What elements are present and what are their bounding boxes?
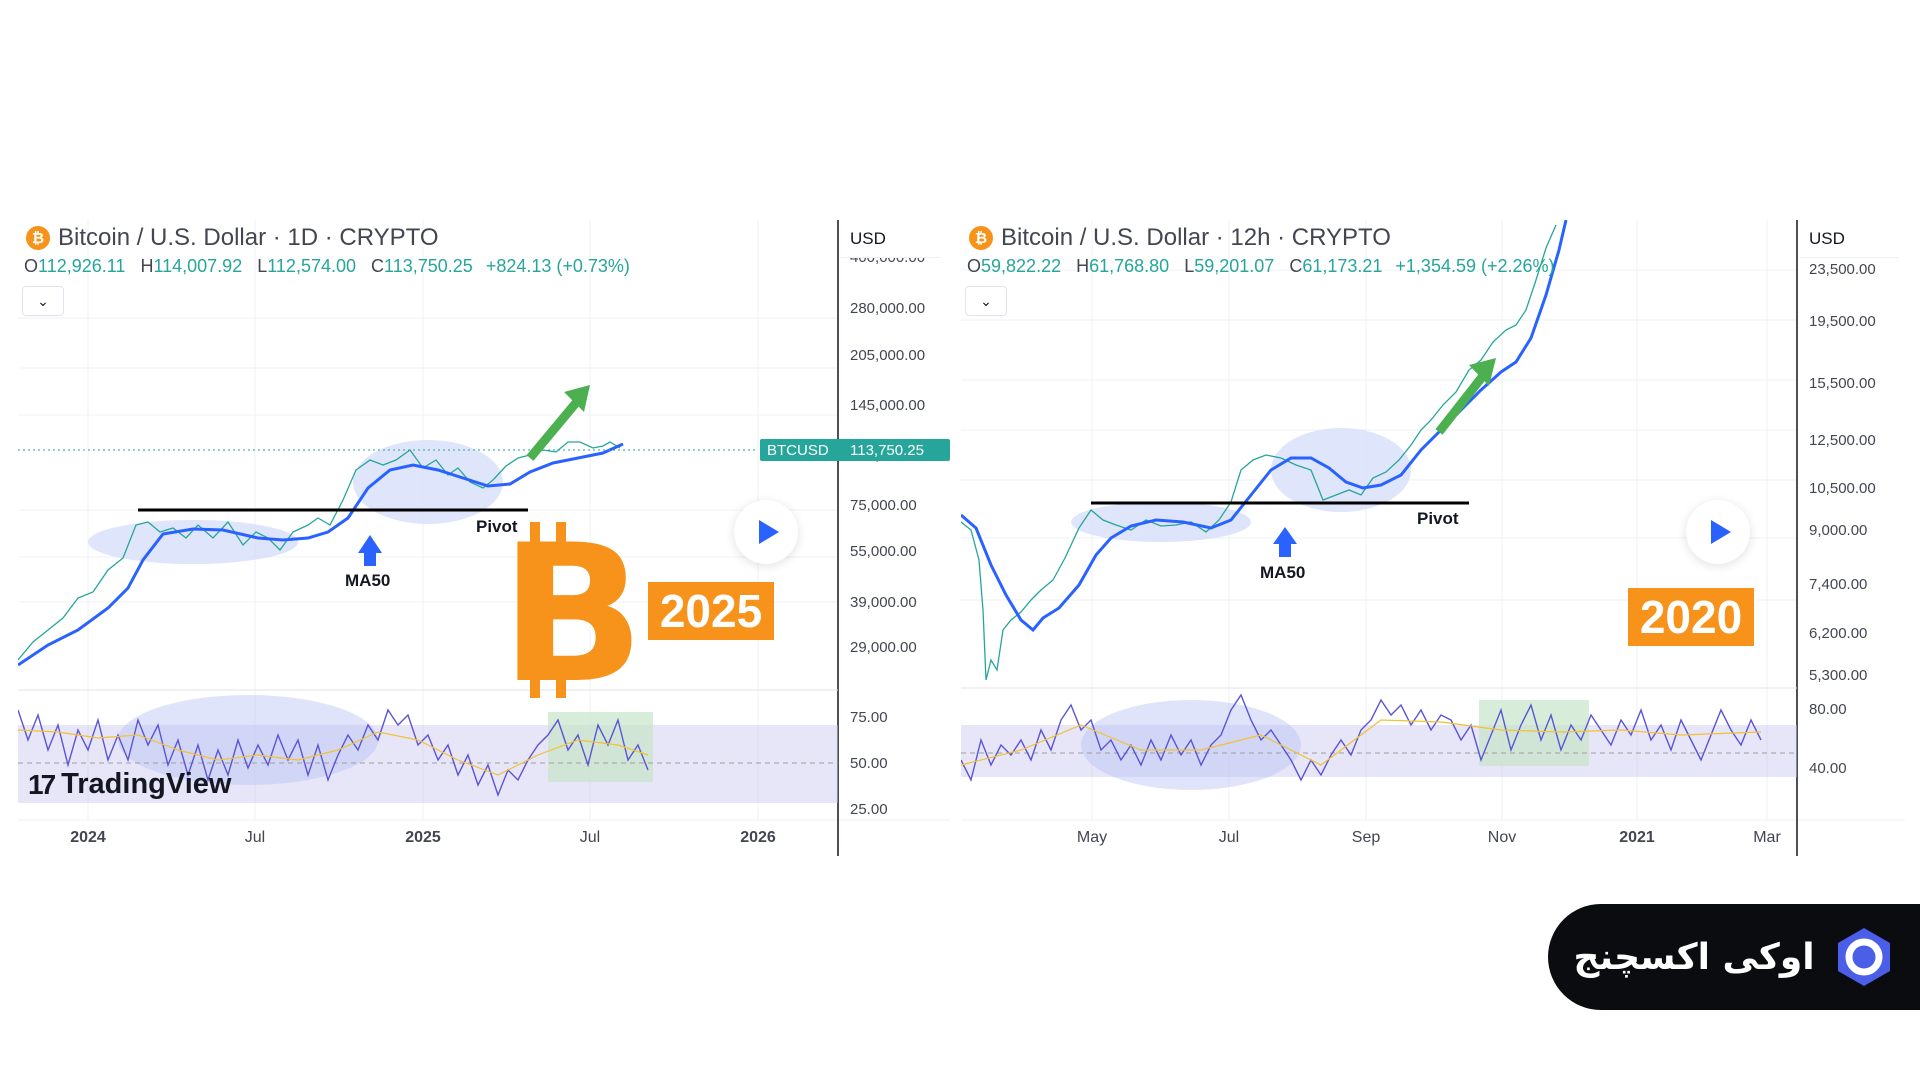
price-tick: 75,000.00: [850, 497, 917, 514]
symbol-header[interactable]: ₿ Bitcoin / U.S. Dollar · 12h · CRYPTO: [969, 224, 1391, 252]
price-tag-value: 113,750.25: [850, 442, 924, 459]
time-tick: May: [1077, 829, 1107, 846]
price-tick: 205,000.00: [850, 347, 925, 364]
time-axis: May Jul Sep Nov 2021 Mar: [1077, 829, 1782, 846]
chart-canvas-left: 400,000.00 280,000.00 205,000.00 145,000…: [18, 220, 950, 856]
ma50-arrow: [358, 535, 382, 566]
price-tick: 145,000.00: [850, 397, 925, 414]
tradingview-wordmark: TradingView: [61, 768, 232, 800]
rsi-tick: 40.00: [1809, 760, 1847, 777]
symbol-title: Bitcoin / U.S. Dollar · 12h · CRYPTO: [1001, 224, 1391, 251]
time-tick: Jul: [1219, 829, 1239, 846]
collapse-legend-button[interactable]: ⌄: [965, 286, 1007, 316]
tradingview-mark-icon: 17: [28, 768, 56, 800]
time-axis: 2024 Jul 2025 Jul 2026: [70, 829, 776, 846]
time-tick: 2021: [1619, 829, 1655, 846]
price-tick: 280,000.00: [850, 300, 925, 317]
ma50-label: MA50: [345, 571, 390, 590]
price-tick: 5,300.00: [1809, 667, 1867, 684]
price-tick: 15,500.00: [1809, 375, 1876, 392]
currency-label[interactable]: USD: [840, 220, 940, 258]
play-button[interactable]: [1686, 500, 1750, 564]
price-tick: 7,400.00: [1809, 576, 1867, 593]
price-tag-symbol: BTCUSD: [767, 442, 829, 459]
price-axis: 23,500.00 19,500.00 15,500.00 12,500.00 …: [1809, 261, 1876, 777]
price-axis: 400,000.00 280,000.00 205,000.00 145,000…: [850, 249, 925, 818]
time-tick: Jul: [245, 829, 265, 846]
currency-label[interactable]: USD: [1799, 220, 1899, 258]
price-tick: 19,500.00: [1809, 313, 1876, 330]
time-tick: Mar: [1753, 829, 1781, 846]
chart-panel-2020: 23,500.00 19,500.00 15,500.00 12,500.00 …: [961, 220, 1905, 860]
bitcoin-badge-icon: ₿: [969, 226, 993, 250]
rsi-shadow: [1081, 700, 1301, 790]
rsi-tick: 75.00: [850, 709, 888, 726]
play-icon: [1711, 520, 1731, 544]
ma50-line: [18, 442, 624, 667]
okexchange-logo-icon: [1837, 928, 1890, 986]
symbol-header[interactable]: ₿ Bitcoin / U.S. Dollar · 1D · CRYPTO: [26, 224, 439, 252]
pivot-label: Pivot: [1417, 509, 1459, 528]
ohlc-values: O59,822.22 H61,768.80 L59,201.07 C61,173…: [967, 256, 1555, 276]
chevron-down-icon: ⌄: [980, 292, 992, 309]
time-tick: Sep: [1352, 829, 1381, 846]
ohlc-values: O112,926.11 H114,007.92 L112,574.00 C113…: [24, 256, 630, 276]
play-icon: [759, 520, 779, 544]
price-tick: 55,000.00: [850, 543, 917, 560]
change-value: +1,354.59 (+2.26%): [1395, 256, 1555, 276]
rsi-ma: [18, 729, 649, 776]
change-value: +824.13 (+0.73%): [485, 256, 630, 276]
bitcoin-badge-icon: ₿: [26, 226, 50, 250]
time-tick: 2026: [740, 829, 776, 846]
ma-highlight: [1071, 428, 1411, 542]
time-tick: 2024: [70, 829, 106, 846]
rsi-ma: [961, 719, 1762, 766]
price-tick: 29,000.00: [850, 639, 917, 656]
rsi-highlight: [1479, 700, 1589, 766]
price-tick: 10,500.00: [1809, 480, 1876, 497]
ma50-label: MA50: [1260, 563, 1305, 582]
play-button[interactable]: [734, 500, 798, 564]
time-tick: Jul: [580, 829, 600, 846]
rsi-highlight: [548, 712, 653, 782]
brand-badge[interactable]: اوکی اکسچنج: [1548, 904, 1920, 1010]
year-badge: 2020: [1628, 588, 1754, 646]
rsi-tick: 25.00: [850, 801, 888, 818]
price-tick: 39,000.00: [850, 594, 917, 611]
bullish-arrow: [526, 385, 590, 461]
rsi-band: [18, 725, 838, 803]
time-tick: 2025: [405, 829, 441, 846]
price-tick: 12,500.00: [1809, 432, 1876, 449]
brand-name: اوکی اکسچنج: [1573, 936, 1815, 978]
chart-canvas-right: 23,500.00 19,500.00 15,500.00 12,500.00 …: [961, 220, 1905, 856]
rsi-tick: 50.00: [850, 755, 888, 772]
bullish-arrow: [1435, 358, 1496, 435]
ma50-arrow: [1273, 527, 1297, 557]
chart-panel-2025: 400,000.00 280,000.00 205,000.00 145,000…: [18, 220, 950, 860]
time-tick: Nov: [1488, 829, 1516, 846]
price-tick: 9,000.00: [1809, 522, 1867, 539]
chevron-down-icon: ⌄: [37, 292, 49, 309]
rsi-series: [18, 708, 649, 798]
rsi-tick: 80.00: [1809, 701, 1847, 718]
price-tick: 23,500.00: [1809, 261, 1876, 278]
last-price-tag: BTCUSD 113,750.25: [760, 439, 950, 461]
symbol-title: Bitcoin / U.S. Dollar · 1D · CRYPTO: [58, 224, 439, 251]
collapse-legend-button[interactable]: ⌄: [22, 286, 64, 316]
ma-highlight: [88, 440, 503, 564]
pivot-label: Pivot: [476, 517, 518, 536]
bitcoin-logo-bars: [530, 522, 566, 698]
price-tick: 6,200.00: [1809, 625, 1867, 642]
bitcoin-logo-icon: B: [500, 504, 645, 725]
tradingview-logo[interactable]: 17 TradingView: [28, 768, 231, 801]
year-badge: 2025: [648, 582, 774, 640]
